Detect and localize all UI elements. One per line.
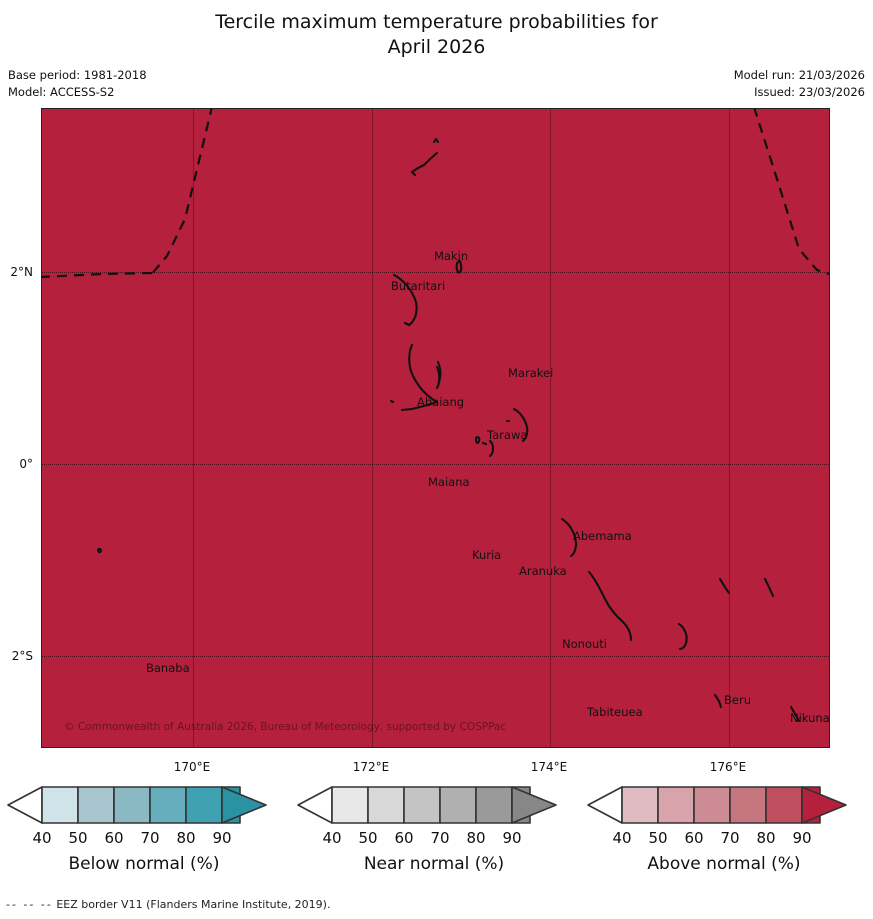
eez-legend: -- -- -- EEZ border V11 (Flanders Marine… <box>6 898 330 911</box>
island-label-beru: Beru <box>724 693 751 707</box>
ytick-0: 0° <box>19 457 33 471</box>
island-label-butaritari: Butaritari <box>391 279 446 293</box>
model-run-text: Model run: 21/03/2026 <box>733 68 865 82</box>
cbar-above-tick-80: 80 <box>756 829 776 847</box>
cbar-near-tick-80: 80 <box>466 829 486 847</box>
island-label-nonouti: Nonouti <box>562 637 607 651</box>
gridline-0 <box>42 464 829 465</box>
eez-legend-text: EEZ border V11 (Flanders Marine Institut… <box>56 898 331 911</box>
eez-border-east <box>753 109 829 276</box>
island-label-makin: Makin <box>434 249 469 263</box>
xtick-174E: 174°E <box>530 760 568 774</box>
cbar-above-tick-40: 40 <box>612 829 632 847</box>
colorbar-below-title: Below normal (%) <box>68 854 220 874</box>
title-line-2: April 2026 <box>387 36 486 58</box>
ytick-2N: 2°N <box>10 265 33 279</box>
map-canvas[interactable]: Makin Butaritari Marakei Abaiang Tarawa … <box>41 108 830 748</box>
island-label-marakei: Marakei <box>508 366 554 380</box>
xtick-172E: 172°E <box>352 760 390 774</box>
gridline-2N <box>42 272 829 273</box>
base-period-text: Base period: 1981-2018 <box>8 68 147 82</box>
title-line-1: Tercile maximum temperature probabilitie… <box>215 11 658 33</box>
colorbar-above-title: Above normal (%) <box>647 854 801 874</box>
xtick-176E: 176°E <box>709 760 747 774</box>
cbar-near-tick-40: 40 <box>322 829 342 847</box>
map-copyright: © Commonwealth of Australia 2026, Bureau… <box>64 721 507 733</box>
cbar-near-tick-90: 90 <box>502 829 522 847</box>
cbar-above-tick-70: 70 <box>720 829 740 847</box>
ytick-2S: 2°S <box>11 649 33 663</box>
gridline-170E <box>193 109 194 747</box>
model-text: Model: ACCESS-S2 <box>8 85 115 99</box>
island-coastlines <box>96 137 801 723</box>
colorbar-near-title: Near normal (%) <box>363 854 505 874</box>
cbar-near-tick-70: 70 <box>430 829 450 847</box>
gridline-176E <box>729 109 730 747</box>
cbar-below-tick-60: 60 <box>104 829 124 847</box>
cbar-below-tick-50: 50 <box>68 829 88 847</box>
eez-border-west <box>42 109 213 279</box>
island-label-abemama: Abemama <box>573 529 632 543</box>
cbar-near-tick-60: 60 <box>394 829 414 847</box>
cbar-above-tick-60: 60 <box>684 829 704 847</box>
cbar-below-tick-80: 80 <box>176 829 196 847</box>
page-title: Tercile maximum temperature probabilitie… <box>0 10 873 60</box>
island-label-nikunau: Nikunau <box>790 711 830 725</box>
gridline-2S <box>42 656 829 657</box>
map-vector-layer <box>42 109 829 723</box>
cbar-above-tick-90: 90 <box>792 829 812 847</box>
colorbar-above-normal: 40 50 60 70 80 90 Above normal (%) <box>584 782 864 874</box>
gridline-172E <box>372 109 373 747</box>
colorbar-above-swatches[interactable] <box>584 782 852 828</box>
cbar-near-tick-50: 50 <box>358 829 378 847</box>
colorbar-below-swatches[interactable] <box>4 782 272 828</box>
island-label-banaba: Banaba <box>146 661 190 675</box>
colorbar-near-swatches[interactable] <box>294 782 562 828</box>
island-label-tarawa: Tarawa <box>487 428 528 442</box>
eez-dash-sample: -- -- -- <box>6 898 53 911</box>
island-label-tabiteuea: Tabiteuea <box>587 705 643 719</box>
island-label-maiana: Maiana <box>428 475 470 489</box>
island-label-aranuka: Aranuka <box>519 564 567 578</box>
cbar-below-tick-40: 40 <box>32 829 52 847</box>
issued-text: Issued: 23/03/2026 <box>754 85 865 99</box>
colorbar-near-normal: 40 50 60 70 80 90 Near normal (%) <box>294 782 574 874</box>
cbar-above-tick-50: 50 <box>648 829 668 847</box>
island-label-abaiang: Abaiang <box>417 395 465 409</box>
xtick-170E: 170°E <box>173 760 211 774</box>
colorbar-below-normal: 40 50 60 70 80 90 Below normal (%) <box>4 782 284 874</box>
island-label-kuria: Kuria <box>472 548 502 562</box>
cbar-below-tick-90: 90 <box>212 829 232 847</box>
gridline-174E <box>550 109 551 747</box>
cbar-below-tick-70: 70 <box>140 829 160 847</box>
